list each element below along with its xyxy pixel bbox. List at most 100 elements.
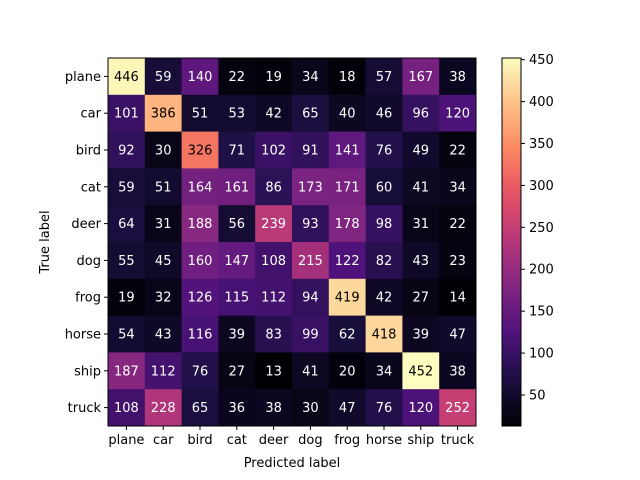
cell-value-label: 38 [449, 364, 466, 379]
cell-value-label: 38 [449, 70, 466, 85]
heatmap-cell [365, 58, 403, 96]
cell-value-label: 43 [155, 328, 172, 343]
heatmap-cell [328, 131, 366, 169]
cell-value-label: 19 [265, 70, 282, 85]
cell-value-label: 55 [118, 254, 135, 269]
cell-value-label: 91 [302, 144, 319, 159]
cell-value-label: 20 [339, 364, 356, 379]
heatmap-cell [292, 242, 330, 280]
heatmap-cell [365, 168, 403, 206]
y-tick-label: dog [77, 254, 101, 269]
cell-value-label: 27 [229, 364, 246, 379]
cell-value-label: 76 [192, 364, 209, 379]
x-axis-ticks: plane car bird cat deer dog frog horse ship truck [108, 426, 475, 448]
x-tick-label: horse [366, 433, 402, 448]
heatmap-cell [181, 58, 219, 96]
y-tick-label: plane [65, 70, 101, 85]
cell-value-label: 82 [376, 254, 393, 269]
cell-value-label: 76 [376, 144, 393, 159]
heatmap-cell [108, 94, 146, 132]
heatmap-cell [218, 58, 256, 96]
colorbar-tick-label: 200 [529, 263, 554, 278]
cell-value-label: 59 [155, 70, 172, 85]
cell-value-label: 102 [261, 144, 286, 159]
heatmap-cell [108, 205, 146, 243]
cell-value-label: 49 [413, 144, 430, 159]
y-tick-label: bird [76, 144, 101, 159]
heatmap-cell [292, 315, 330, 353]
heatmap-cell [439, 94, 477, 132]
heatmap-cell [144, 352, 182, 390]
cell-value-label: 101 [114, 107, 139, 122]
heatmap-cell [181, 168, 219, 206]
cell-value-label: 40 [339, 107, 356, 122]
cell-value-label: 30 [302, 401, 319, 416]
heatmap-cell [181, 131, 219, 169]
cell-value-label: 23 [449, 254, 466, 269]
heatmap-cell [402, 131, 440, 169]
cell-value-label: 38 [265, 401, 282, 416]
heatmap-cell [218, 278, 256, 316]
cell-value-label: 46 [376, 107, 393, 122]
cell-value-label: 51 [192, 107, 209, 122]
cell-value-label: 27 [413, 291, 430, 306]
matrix-cells [108, 58, 477, 427]
heatmap-cell [328, 315, 366, 353]
cell-value-label: 53 [229, 107, 246, 122]
cell-value-label: 13 [265, 364, 282, 379]
cell-value-label: 122 [335, 254, 360, 269]
colorbar-ticks: 50 100 150 200 250 300 350 400 450 [521, 53, 554, 403]
x-tick-label: plane [108, 433, 144, 448]
cell-value-label: 187 [114, 364, 139, 379]
cell-value-label: 59 [118, 180, 135, 195]
cell-value-label: 140 [188, 70, 213, 85]
cell-value-label: 160 [188, 254, 213, 269]
heatmap-cell [181, 315, 219, 353]
cell-value-label: 94 [302, 291, 319, 306]
cell-value-label: 112 [261, 291, 286, 306]
heatmap-cell [108, 278, 146, 316]
heatmap-cell [144, 58, 182, 96]
y-axis-label: True label [38, 210, 53, 274]
colorbar-tick-label: 350 [529, 137, 554, 152]
cell-value-label: 215 [298, 254, 323, 269]
heatmap-cell [255, 205, 293, 243]
heatmap-cell [144, 242, 182, 280]
cell-value-label: 228 [151, 401, 176, 416]
cell-value-label: 14 [449, 291, 466, 306]
y-tick-label: cat [81, 180, 101, 195]
cell-value-label: 98 [376, 217, 393, 232]
heatmap-cell [402, 278, 440, 316]
heatmap-cell [402, 242, 440, 280]
heatmap-cell [181, 94, 219, 132]
cell-value-label: 54 [118, 328, 135, 343]
cell-value-label: 56 [229, 217, 246, 232]
heatmap-cell [255, 352, 293, 390]
x-tick-label: ship [407, 433, 434, 448]
x-tick-label: bird [187, 433, 212, 448]
x-tick-label: deer [259, 433, 289, 448]
heatmap-cell [108, 168, 146, 206]
colorbar-tick-label: 150 [529, 305, 554, 320]
cell-value-label: 31 [413, 217, 430, 232]
cell-value-label: 92 [118, 144, 135, 159]
x-tick-label: car [153, 433, 174, 448]
heatmap-cell [108, 131, 146, 169]
cell-value-label: 178 [335, 217, 360, 232]
cell-value-label: 99 [302, 328, 319, 343]
cell-value-label: 93 [302, 217, 319, 232]
x-tick-label: cat [227, 433, 247, 448]
heatmap-cell [328, 352, 366, 390]
heatmap-cell [439, 352, 477, 390]
cell-value-label: 96 [413, 107, 430, 122]
cell-value-label: 60 [376, 180, 393, 195]
heatmap-cell [365, 242, 403, 280]
cell-value-label: 86 [265, 180, 282, 195]
heatmap-cell [181, 205, 219, 243]
cell-value-label: 42 [376, 291, 393, 306]
cell-value-label: 115 [224, 291, 249, 306]
cell-value-label: 326 [188, 144, 213, 159]
heatmap-cell [328, 389, 366, 427]
cell-value-label: 30 [155, 144, 172, 159]
